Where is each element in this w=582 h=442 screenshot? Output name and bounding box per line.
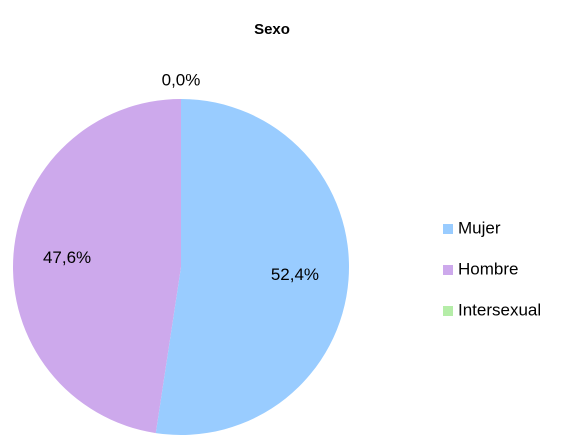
pie-slice [155, 99, 349, 435]
data-label: 0,0% [162, 70, 201, 89]
legend-swatch [443, 224, 453, 234]
legend-swatch [443, 306, 453, 316]
data-label: 52,4% [271, 265, 319, 284]
pie-slice [12, 99, 182, 434]
legend-label: Mujer [458, 218, 501, 237]
legend-label: Intersexual [458, 300, 541, 319]
legend-swatch [443, 265, 453, 275]
chart-title: Sexo [254, 21, 290, 38]
legend-label: Hombre [458, 259, 518, 278]
data-label: 47,6% [43, 248, 91, 267]
